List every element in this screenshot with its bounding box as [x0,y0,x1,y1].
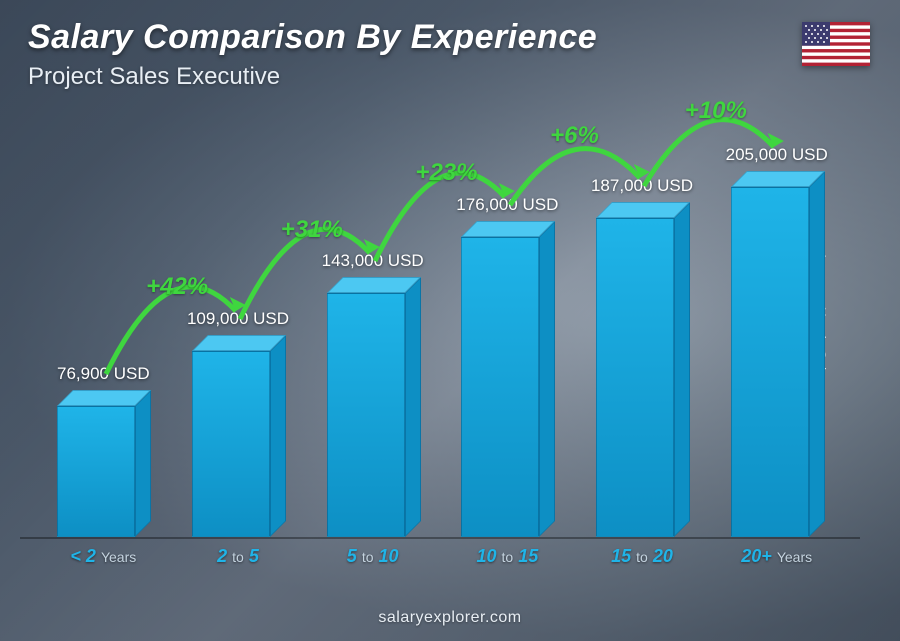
bar-front [192,351,270,537]
bar-front [57,406,135,537]
bar-category-label: 20+ Years [741,546,812,567]
bar-value-label: 109,000 USD [187,309,289,329]
increase-pct-label: +31% [281,216,343,244]
bar-front [327,293,405,537]
bar-category-label: < 2 Years [70,546,136,567]
bar-value-label: 205,000 USD [726,145,828,165]
bar-top [461,221,555,237]
bar-value-label: 187,000 USD [591,176,693,196]
bar-side [539,221,555,537]
header: Salary Comparison By Experience Project … [28,18,872,91]
bar-front [596,218,674,537]
bar-slot: 176,000 USD10 to 15+23% [440,237,575,537]
bar-front [731,187,809,537]
flag-icon [802,22,870,66]
bar-top [192,335,286,351]
bar-value-label: 143,000 USD [322,251,424,271]
increase-pct-label: +10% [685,97,747,125]
bar-value-label: 76,900 USD [57,364,150,384]
bar-slot: 76,900 USD< 2 Years [36,406,171,537]
bar [57,406,149,537]
bar-side [270,335,286,537]
increase-pct-label: +6% [550,122,599,150]
bar-slot: 109,000 USD2 to 5+42% [171,351,306,537]
bar [192,351,284,537]
bar-value-label: 176,000 USD [456,195,558,215]
bar-chart: 76,900 USD< 2 Years109,000 USD2 to 5+42%… [30,110,850,571]
bar-category-label: 2 to 5 [217,546,259,567]
bar-top [596,202,690,218]
bar-side [674,202,690,537]
increase-pct-label: +42% [146,273,208,301]
bar [596,218,688,537]
footer-attribution: salaryexplorer.com [0,609,900,627]
bar [731,187,823,537]
bar-top [327,277,421,293]
chart-subtitle: Project Sales Executive [28,63,872,91]
bar-front [461,237,539,537]
bar [327,293,419,537]
bar-category-label: 10 to 15 [476,546,538,567]
bars-container: 76,900 USD< 2 Years109,000 USD2 to 5+42%… [30,110,850,571]
bar-top [731,171,825,187]
bar-side [809,171,825,537]
bar-category-label: 15 to 20 [611,546,673,567]
bar-top [57,390,151,406]
bar-side [405,277,421,537]
bar-category-label: 5 to 10 [347,546,399,567]
increase-pct-label: +23% [415,159,477,187]
bar-slot: 205,000 USD20+ Years+10% [709,187,844,537]
bar [461,237,553,537]
chart-title: Salary Comparison By Experience [28,18,872,57]
bar-side [135,390,151,537]
bar-slot: 187,000 USD15 to 20+6% [575,218,710,537]
bar-slot: 143,000 USD5 to 10+31% [305,293,440,537]
